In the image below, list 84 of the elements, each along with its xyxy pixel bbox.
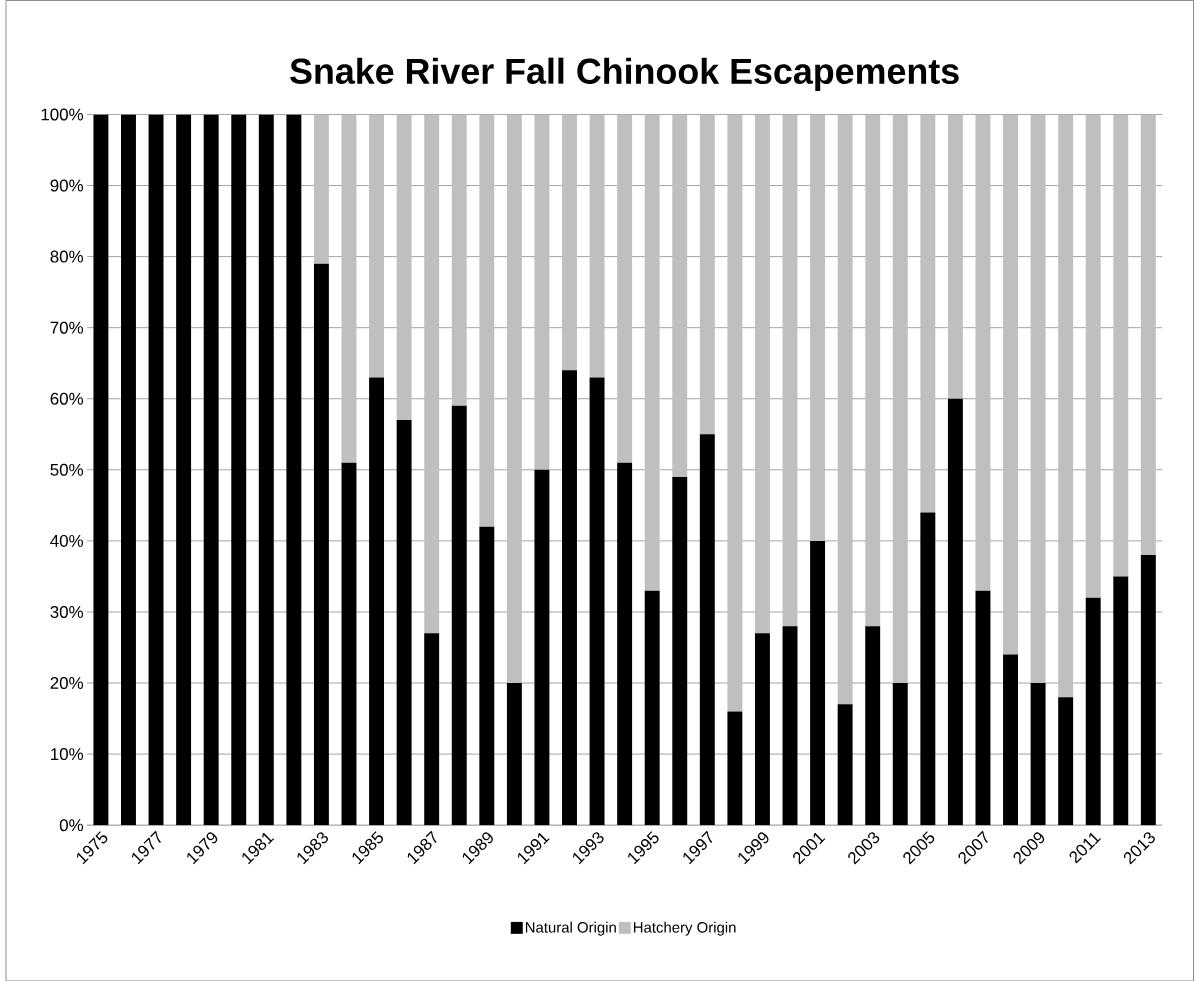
bar xyxy=(810,114,826,541)
bar xyxy=(424,633,440,825)
y-tick-label: 80% xyxy=(50,250,84,263)
bar xyxy=(424,114,440,634)
legend-label: Hatchery Origin xyxy=(633,921,736,936)
bar xyxy=(617,462,633,825)
y-tick-label: 30% xyxy=(50,605,84,618)
y-tick-label: 70% xyxy=(50,321,84,334)
y-tick-label: 100% xyxy=(41,108,84,121)
bar xyxy=(865,114,881,626)
bar xyxy=(699,434,715,825)
bar xyxy=(1003,654,1018,825)
bar xyxy=(451,114,467,406)
bar xyxy=(93,114,109,825)
bar xyxy=(231,114,247,825)
bar xyxy=(1030,682,1046,825)
bar xyxy=(837,704,853,825)
bar xyxy=(754,114,770,634)
bar xyxy=(369,114,385,378)
bar xyxy=(1030,114,1046,683)
bar xyxy=(1085,114,1101,598)
bar xyxy=(562,114,577,371)
bar xyxy=(1140,554,1156,825)
bar xyxy=(810,540,826,825)
bar xyxy=(176,114,192,825)
bar xyxy=(947,114,963,399)
bar xyxy=(369,377,385,825)
bar xyxy=(313,263,329,825)
bar xyxy=(644,590,660,825)
bar xyxy=(1113,114,1129,577)
bar xyxy=(1085,597,1101,825)
bar xyxy=(892,114,908,683)
chart-title: Snake River Fall Chinook Escapements xyxy=(290,57,959,91)
bar xyxy=(203,114,219,825)
bar xyxy=(920,512,936,825)
bar xyxy=(837,114,853,705)
bar xyxy=(1113,576,1129,825)
y-tick-label: 0% xyxy=(59,818,84,831)
bar xyxy=(892,682,908,825)
bar xyxy=(865,625,881,825)
bar xyxy=(947,398,963,825)
y-tick-label: 20% xyxy=(50,676,84,689)
bar xyxy=(920,114,936,513)
y-tick-label: 40% xyxy=(50,534,84,547)
bar xyxy=(562,370,577,825)
bar xyxy=(506,114,522,683)
bar xyxy=(148,114,164,825)
bar xyxy=(451,405,467,825)
bar xyxy=(1003,114,1018,655)
bar xyxy=(782,625,798,825)
bar xyxy=(1058,114,1074,698)
bar xyxy=(286,114,302,825)
legend-label: Natural Origin xyxy=(525,921,616,936)
bar xyxy=(589,114,605,378)
bar xyxy=(534,114,550,470)
bar xyxy=(396,114,412,420)
bar xyxy=(341,462,357,825)
bar xyxy=(754,633,770,825)
bar xyxy=(341,114,357,463)
bar xyxy=(479,526,495,825)
y-tick-label: 60% xyxy=(50,392,84,405)
bar xyxy=(727,711,743,825)
bar xyxy=(975,114,991,591)
bar xyxy=(727,114,743,712)
bar xyxy=(479,114,495,527)
bar xyxy=(506,682,522,825)
bar xyxy=(534,469,550,825)
bar xyxy=(121,114,136,825)
bar xyxy=(313,114,329,264)
bar xyxy=(699,114,715,435)
bar xyxy=(258,114,274,825)
bar xyxy=(644,114,660,591)
y-tick-label: 90% xyxy=(50,179,84,192)
bar xyxy=(1140,114,1156,555)
bar xyxy=(396,419,412,825)
bar xyxy=(617,114,633,463)
bar xyxy=(975,590,991,825)
bar xyxy=(672,476,688,825)
y-tick-label: 10% xyxy=(51,747,84,760)
bar xyxy=(672,114,688,477)
y-tick-label: 50% xyxy=(50,463,84,476)
bar xyxy=(1058,697,1074,825)
bar xyxy=(589,377,605,825)
bar xyxy=(782,114,798,626)
